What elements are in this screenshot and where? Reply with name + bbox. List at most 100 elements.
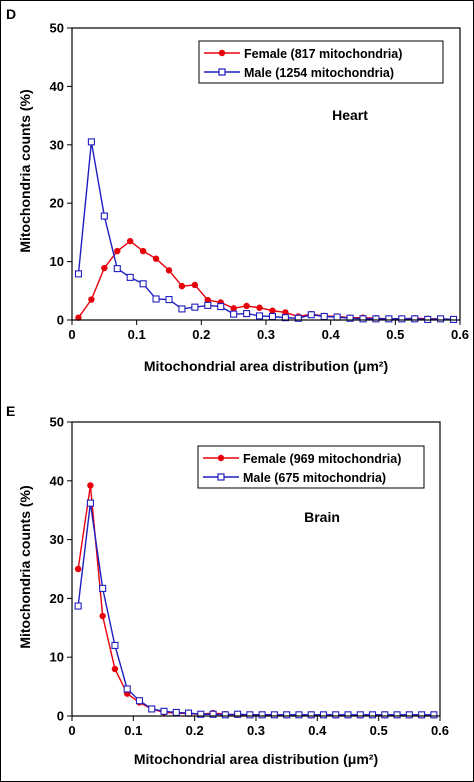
legend-marker-female: [218, 49, 226, 57]
legend-label-female: Female (817 mitochondria): [244, 47, 402, 61]
y-tick-label: 30: [50, 137, 64, 152]
data-point: [100, 212, 108, 220]
data-point: [139, 280, 147, 288]
data-point: [87, 482, 94, 489]
legend-label-male: Male (1254 mitochondria): [244, 66, 394, 80]
data-point: [430, 711, 438, 719]
x-tick-label: 0.3: [257, 327, 275, 342]
legend-marker-male: [217, 473, 225, 481]
x-tick-label: 0.6: [451, 327, 469, 342]
data-point: [111, 665, 119, 673]
series-layer: [74, 482, 438, 719]
data-point: [372, 315, 380, 323]
y-axis-label: Mitochondria counts (%): [17, 89, 33, 252]
data-point: [221, 711, 229, 719]
data-point: [74, 565, 82, 573]
x-tick-label: 0.6: [431, 723, 449, 738]
y-tick-label: 50: [50, 21, 64, 36]
data-point: [283, 711, 291, 719]
data-point: [320, 312, 328, 321]
data-point: [243, 302, 250, 310]
data-point: [368, 711, 377, 719]
data-point: [111, 641, 119, 649]
data-point: [172, 708, 180, 717]
legend-box: [197, 445, 425, 489]
data-point: [344, 711, 352, 719]
tissue-annotation: Heart: [332, 107, 368, 123]
data-point: [385, 315, 393, 323]
series-male: [74, 499, 438, 719]
tissue-annotation: Brain: [304, 509, 340, 525]
axis-ticks: 0 0.1 0.2 0.3 0.4 0.5 0.6 0 10 20 30 40 50: [50, 21, 470, 343]
data-point: [152, 295, 160, 303]
panel-letter: E: [6, 403, 15, 419]
data-point: [191, 281, 199, 289]
x-tick-label: 0.2: [186, 723, 204, 738]
data-point: [152, 255, 160, 262]
data-point: [269, 307, 276, 314]
x-axis-label: Mitochondrial area distribution (μm²): [134, 751, 378, 767]
data-point: [184, 709, 193, 717]
data-point: [381, 711, 389, 719]
y-tick-label: 30: [50, 532, 64, 547]
x-tick-label: 0.1: [128, 327, 146, 342]
data-point: [356, 711, 364, 719]
x-tick-label: 0.2: [192, 327, 210, 342]
data-point: [295, 711, 303, 719]
x-tick-label: 0: [68, 723, 75, 738]
data-point: [74, 602, 82, 610]
data-point: [411, 315, 419, 323]
y-tick-label: 20: [50, 196, 64, 211]
data-point: [319, 711, 328, 719]
axis-ticks: 0 0.1 0.2 0.3 0.4 0.5 0.6 0 10 20 30 40 50: [50, 415, 450, 739]
data-point: [87, 138, 95, 146]
data-point: [230, 305, 237, 312]
data-point: [74, 270, 83, 278]
data-point: [282, 309, 289, 316]
data-point: [359, 315, 367, 323]
y-tick-label: 10: [50, 650, 64, 665]
legend-label-male: Male (675 mitochondria): [243, 471, 386, 485]
data-point: [197, 710, 205, 718]
data-point: [191, 303, 199, 311]
y-axis-label: Mitochondria counts (%): [17, 485, 33, 648]
x-tick-label: 0.1: [124, 723, 142, 738]
data-point: [75, 314, 82, 321]
data-point: [160, 707, 168, 715]
data-point: [204, 296, 211, 304]
data-point: [165, 267, 173, 274]
y-tick-label: 40: [50, 79, 64, 94]
plot-frame: [71, 421, 441, 717]
data-point: [88, 296, 95, 303]
data-point: [268, 312, 277, 321]
data-point: [234, 710, 242, 718]
legend: Female (817 mitochondria) Male (1254 mit…: [198, 40, 444, 84]
panel-letter: D: [6, 6, 16, 22]
data-point: [209, 710, 217, 718]
data-point: [294, 314, 302, 322]
data-point: [256, 304, 263, 311]
data-point: [101, 264, 108, 272]
x-tick-label: 0.3: [247, 723, 265, 738]
data-point: [346, 314, 354, 322]
data-point: [178, 305, 186, 313]
x-tick-label: 0.5: [386, 327, 404, 342]
legend-box: [198, 40, 444, 84]
data-point: [418, 711, 426, 719]
x-tick-label: 0.4: [308, 723, 327, 738]
data-point: [437, 315, 445, 323]
data-point: [165, 296, 173, 304]
panel-brain: E Mitochondria counts (%) Mitochondrial …: [6, 403, 449, 767]
data-point: [139, 247, 147, 255]
data-point: [281, 314, 289, 322]
data-point: [405, 711, 413, 719]
y-tick-label: 0: [57, 313, 64, 328]
x-tick-label: 0: [68, 327, 75, 342]
data-point: [126, 273, 134, 281]
data-point: [307, 311, 315, 319]
data-point: [332, 711, 340, 719]
x-axis-label: Mitochondrial area distribution (μm²): [144, 358, 388, 374]
y-tick-label: 10: [50, 254, 64, 269]
legend: Female (969 mitochondria) Male (675 mito…: [197, 445, 425, 489]
